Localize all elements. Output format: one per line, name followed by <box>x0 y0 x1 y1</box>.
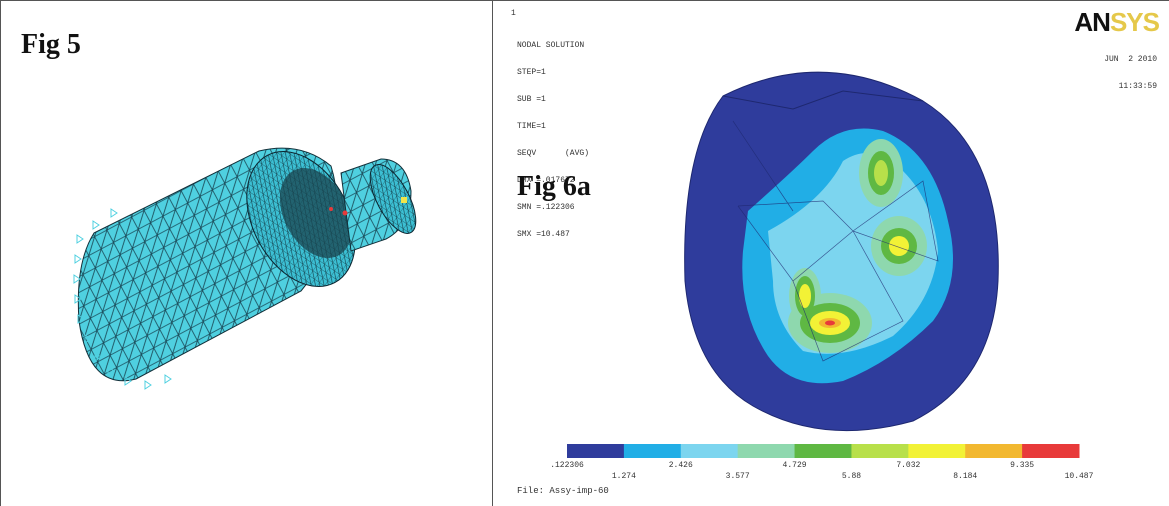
fig6a-panel: 1 NODAL SOLUTION STEP=1 SUB =1 TIME=1 SE… <box>492 0 1169 506</box>
time-text: 11:33:59 <box>1118 82 1157 91</box>
info-line: TIME=1 <box>517 122 546 131</box>
date-stamp: JUN 2 2010 11:33:59 <box>1104 37 1157 109</box>
legend-swatch <box>567 444 625 458</box>
info-line: SEQV (AVG) <box>517 149 590 158</box>
stress-contour-plot <box>684 71 999 432</box>
legend-tick-label: 5.88 <box>841 472 862 481</box>
legend-tick-label: 4.729 <box>782 461 807 470</box>
ansys-logo: ANSYS <box>1074 7 1160 37</box>
legend-tick-label: .122306 <box>550 461 584 470</box>
legend-swatch <box>908 444 966 458</box>
file-name: File: Assy-imp-60 <box>517 486 609 496</box>
legend-swatch <box>1022 444 1080 458</box>
info-line: SMN =.122306 <box>517 203 575 212</box>
date-text: JUN 2 2010 <box>1104 55 1157 64</box>
info-line: DMX =.017672 <box>517 176 575 185</box>
cylinder-mesh-image <box>73 147 417 390</box>
legend-swatch <box>623 444 682 458</box>
fig6a-label: Fig 6a <box>517 171 591 202</box>
legend-tick-label: 10.487 <box>1064 472 1094 481</box>
legend-swatch <box>851 444 909 458</box>
info-line: SUB =1 <box>517 95 546 104</box>
solution-info: NODAL SOLUTION STEP=1 SUB =1 TIME=1 SEQV… <box>517 23 589 257</box>
plot-marker: 1 <box>511 9 516 18</box>
info-line: STEP=1 <box>517 68 546 77</box>
legend-swatch <box>965 444 1023 458</box>
legend-tick-label: 2.426 <box>668 461 693 470</box>
legend-tick-label: 7.032 <box>896 461 921 470</box>
legend-tick-label: 8.184 <box>953 472 978 481</box>
info-line: SMX =10.487 <box>517 230 570 239</box>
fig5-label: Fig 5 <box>21 29 81 60</box>
legend-tick-label: 9.335 <box>1010 461 1035 470</box>
fig5-panel: Fig 5 <box>0 0 492 506</box>
legend-swatch <box>680 444 739 458</box>
legend-tick-label: 3.577 <box>725 472 750 481</box>
color-legend-bar <box>567 444 1080 458</box>
info-line: NODAL SOLUTION <box>517 41 585 50</box>
legend-swatch <box>794 444 852 458</box>
legend-swatch <box>737 444 796 458</box>
legend-tick-label: 1.274 <box>611 472 636 481</box>
